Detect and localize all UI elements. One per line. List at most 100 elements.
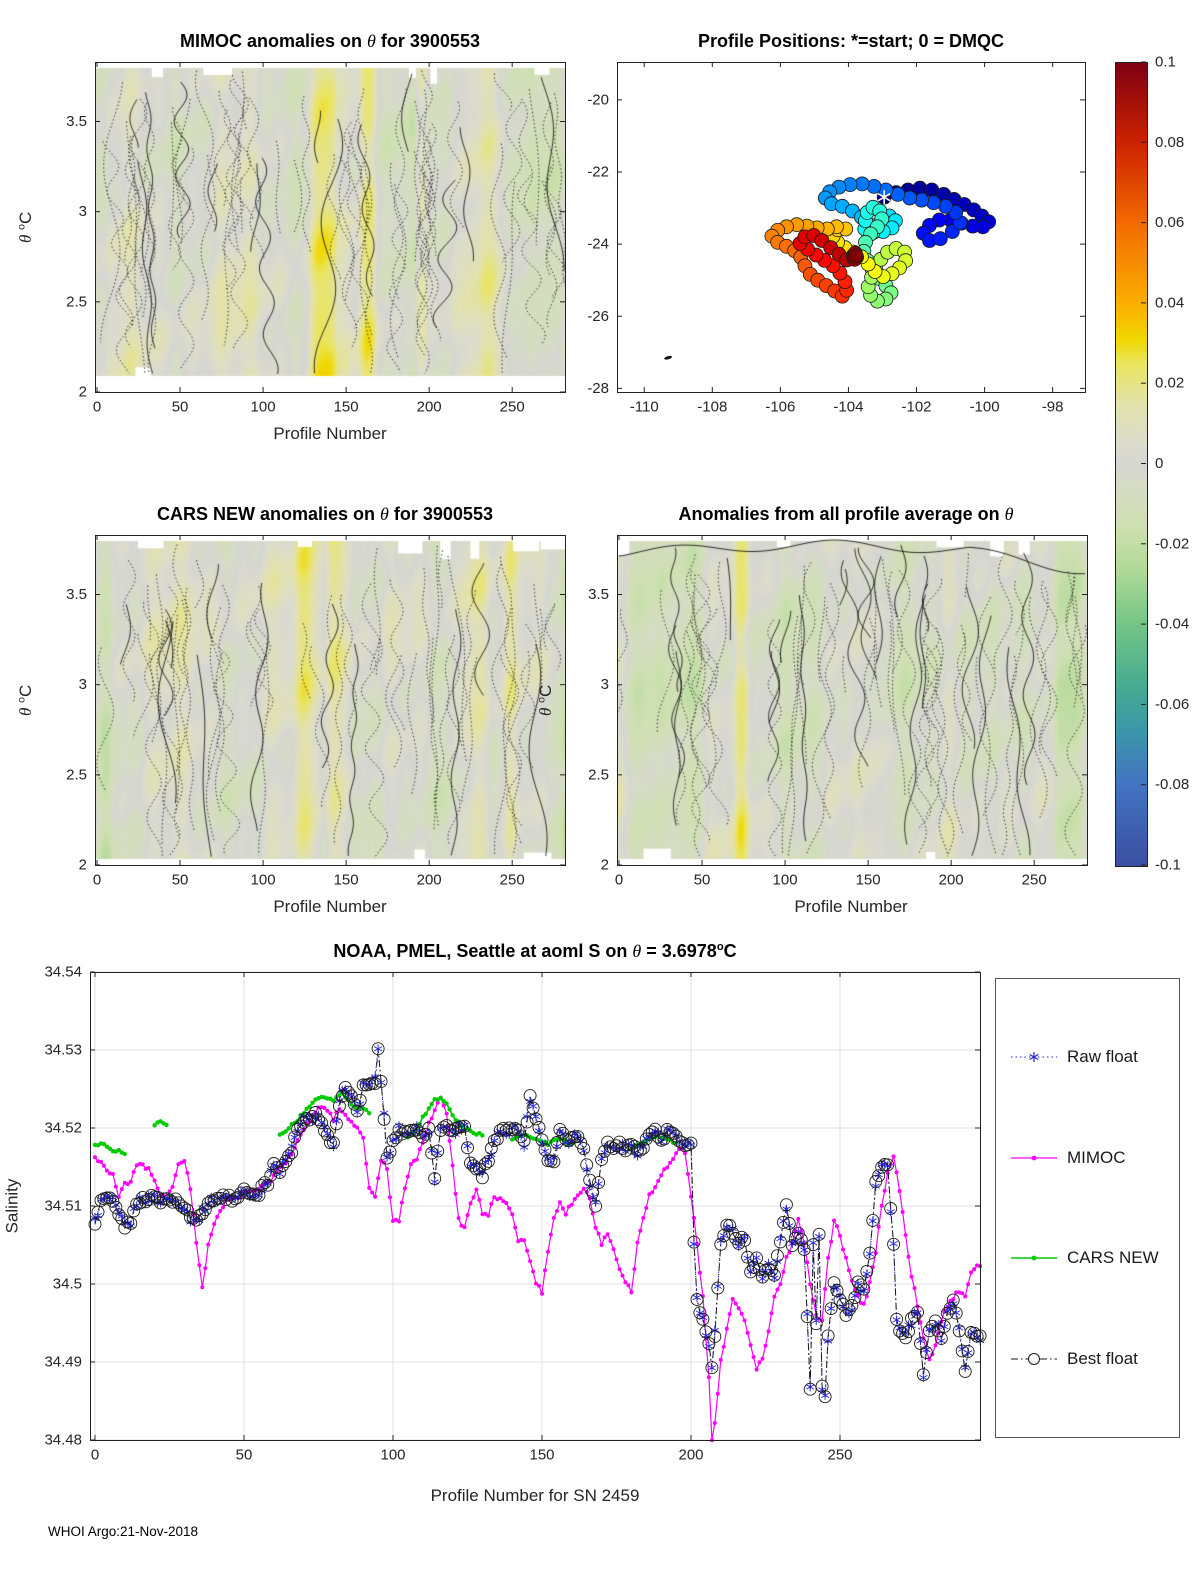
svg-text:3: 3 [79,203,87,220]
start-marker-asterisk [877,190,891,205]
svg-text:-0.08: -0.08 [1155,776,1189,793]
svg-text:-26: -26 [587,308,609,325]
svg-text:0: 0 [91,1446,99,1463]
svg-text:2.5: 2.5 [588,766,609,783]
svg-text:100: 100 [773,871,798,888]
cars-new-series-markers [405,1095,485,1140]
svg-text:3.5: 3.5 [66,586,87,603]
svg-text:0: 0 [615,871,623,888]
allavg-panel-title: Anomalies from all profile average on θ [678,504,1014,524]
svg-text:0.08: 0.08 [1155,134,1184,151]
cars-new-series-line [407,1096,483,1138]
svg-text:-0.04: -0.04 [1155,616,1189,633]
svg-text:2.5: 2.5 [66,766,87,783]
svg-text:100: 100 [251,871,276,888]
svg-text:34.49: 34.49 [44,1354,82,1371]
svg-text:-0.1: -0.1 [1155,857,1181,874]
allavg-x-axis-label: Profile Number [794,897,908,916]
best-float-series-markers [88,1042,987,1404]
allavg-y-axis-label: θ oC [535,684,556,716]
svg-text:34.53: 34.53 [44,1042,82,1059]
svg-text:2.5: 2.5 [66,293,87,310]
svg-text:3: 3 [79,676,87,693]
svg-text:-28: -28 [587,380,609,397]
legend-item-best-float: Best float [1010,1349,1179,1369]
mimoc-y-axis-label: θ oC [15,211,36,243]
anomaly-colorbar [1115,62,1148,867]
svg-text:-108: -108 [697,398,727,415]
salinity-x-axis-label: Profile Number for SN 2459 [430,1486,640,1505]
cars-new-series-markers [277,1089,372,1137]
cars-new-series-line [94,1142,126,1155]
svg-text:34.52: 34.52 [44,1120,82,1137]
svg-text:-20: -20 [587,91,609,108]
land-mark [664,355,672,360]
cars-new-series-line [511,1134,572,1147]
cars-new-series-line [630,1135,677,1150]
raw-float-line-sample-icon [1011,1052,1057,1063]
svg-text:34.54: 34.54 [44,964,82,981]
positions-panel-title: Profile Positions: *=start; 0 = DMQC [697,31,1005,51]
allavg-heatmap-canvas [617,535,1087,865]
cars-new-series-line [279,1090,370,1136]
salinity-y-axis-label: Salinity [2,1178,21,1234]
svg-text:-106: -106 [765,398,795,415]
cars-y-axis-label: θ oC [15,684,36,716]
svg-text:-98: -98 [1042,398,1064,415]
mimoc-panel-title: MIMOC anomalies on θ for 3900553 [180,31,480,51]
svg-text:100: 100 [251,398,276,415]
svg-text:0: 0 [1155,455,1163,472]
cars-panel-title: CARS NEW anomalies on θ for 3900553 [157,504,493,524]
svg-text:2: 2 [79,857,87,874]
mimoc-line-sample-icon [1011,1155,1057,1161]
grid-lines [90,971,980,1441]
mimoc-series-line [94,1096,981,1441]
cars-heatmap-canvas [95,535,565,865]
svg-text:-110: -110 [630,398,659,415]
svg-text:-0.06: -0.06 [1155,696,1189,713]
cars-new-series-markers [510,1132,574,1148]
svg-text:2: 2 [601,857,609,874]
cars-new-series-line [154,1120,167,1126]
cars-new-series-markers [92,1141,127,1157]
svg-text:200: 200 [417,398,442,415]
salinity-legend: Raw float MIMOC CARS NEW Best float [995,978,1180,1438]
svg-text:-102: -102 [902,398,932,415]
svg-text:200: 200 [417,871,442,888]
svg-text:-100: -100 [970,398,1000,415]
svg-text:0.1: 0.1 [1155,54,1176,71]
mimoc-series-markers [93,1095,983,1443]
best-float-line-sample-icon [1011,1352,1057,1365]
svg-text:50: 50 [694,871,711,888]
raw-float-series-markers [90,1044,985,1400]
svg-text:34.48: 34.48 [44,1432,82,1449]
svg-text:3.5: 3.5 [66,113,87,130]
legend-item-mimoc: MIMOC [1010,1148,1179,1168]
svg-text:250: 250 [500,871,525,888]
footer-datestamp: WHOI Argo:21-Nov-2018 [48,1524,199,1539]
svg-text:-0.02: -0.02 [1155,535,1189,552]
svg-text:250: 250 [500,398,525,415]
svg-text:0.04: 0.04 [1155,294,1184,311]
svg-text:0: 0 [93,398,101,415]
svg-text:3: 3 [601,676,609,693]
svg-text:150: 150 [856,871,881,888]
mimoc-x-axis-label: Profile Number [273,424,387,443]
svg-text:34.5: 34.5 [53,1276,82,1293]
svg-text:250: 250 [1022,871,1047,888]
cars-new-series-markers [152,1119,169,1128]
svg-text:34.51: 34.51 [44,1198,82,1215]
cars-x-axis-label: Profile Number [273,897,387,916]
best-float-series-line [94,1048,981,1397]
svg-text:150: 150 [334,871,359,888]
cars-new-line-sample-icon [1011,1255,1057,1261]
svg-text:150: 150 [334,398,359,415]
svg-text:150: 150 [529,1446,554,1463]
legend-item-cars-new: CARS NEW [1010,1248,1179,1268]
svg-text:-22: -22 [587,164,609,181]
svg-text:0: 0 [93,871,101,888]
svg-text:250: 250 [827,1446,852,1463]
cars-new-series-markers [629,1134,679,1152]
svg-text:50: 50 [172,398,189,415]
